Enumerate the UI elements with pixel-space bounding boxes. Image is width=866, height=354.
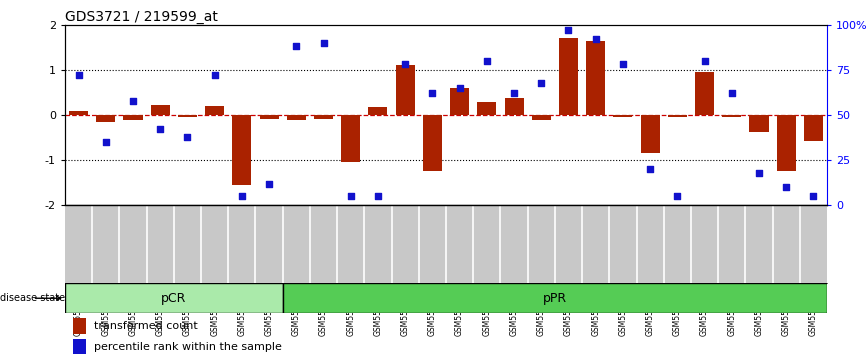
Point	[317, 40, 331, 46]
Bar	[282, 283, 827, 313]
Point	[289, 44, 303, 49]
Point	[99, 139, 113, 145]
Bar	[287, 115, 306, 120]
Point	[180, 134, 194, 139]
Bar	[368, 107, 387, 115]
Point	[262, 181, 276, 187]
Point	[371, 193, 385, 199]
Point	[208, 73, 222, 78]
Bar	[124, 115, 143, 120]
Point	[398, 62, 412, 67]
Point	[72, 73, 86, 78]
Text: transformed count: transformed count	[94, 321, 197, 331]
Bar	[96, 115, 115, 122]
Bar	[586, 41, 605, 115]
Point	[344, 193, 358, 199]
Bar	[559, 38, 578, 115]
Bar	[532, 115, 551, 120]
Bar	[668, 115, 687, 117]
Bar	[260, 115, 279, 119]
Text: pPR: pPR	[543, 292, 567, 305]
Point	[425, 91, 439, 96]
Bar	[423, 115, 442, 171]
Point	[480, 58, 494, 64]
Text: GDS3721 / 219599_at: GDS3721 / 219599_at	[65, 10, 218, 24]
Bar	[205, 106, 224, 115]
Bar	[505, 98, 524, 115]
Bar	[749, 115, 768, 132]
Point	[779, 184, 793, 190]
Point	[589, 36, 603, 42]
Point	[507, 91, 521, 96]
Bar	[65, 283, 282, 313]
Point	[670, 193, 684, 199]
Bar	[73, 338, 87, 354]
Point	[725, 91, 739, 96]
Bar	[232, 115, 251, 185]
Point	[806, 193, 820, 199]
Point	[616, 62, 630, 67]
Point	[126, 98, 140, 103]
Point	[752, 170, 766, 176]
Point	[698, 58, 712, 64]
Point	[561, 27, 575, 33]
Bar	[151, 105, 170, 115]
Bar	[314, 115, 333, 119]
Bar	[777, 115, 796, 171]
Text: disease state: disease state	[0, 293, 65, 303]
Bar	[341, 115, 360, 162]
Bar	[396, 65, 415, 115]
Bar	[641, 115, 660, 153]
Point	[453, 85, 467, 91]
Bar	[69, 112, 88, 115]
Bar	[477, 102, 496, 115]
Text: pCR: pCR	[161, 292, 186, 305]
Bar	[804, 115, 823, 141]
Text: percentile rank within the sample: percentile rank within the sample	[94, 342, 281, 352]
Bar	[722, 115, 741, 117]
Bar	[73, 318, 87, 334]
Point	[643, 166, 657, 172]
Point	[534, 80, 548, 85]
Point	[235, 193, 249, 199]
Point	[153, 127, 167, 132]
Bar	[178, 115, 197, 117]
Bar	[695, 72, 714, 115]
Bar	[450, 88, 469, 115]
Bar	[613, 115, 632, 117]
